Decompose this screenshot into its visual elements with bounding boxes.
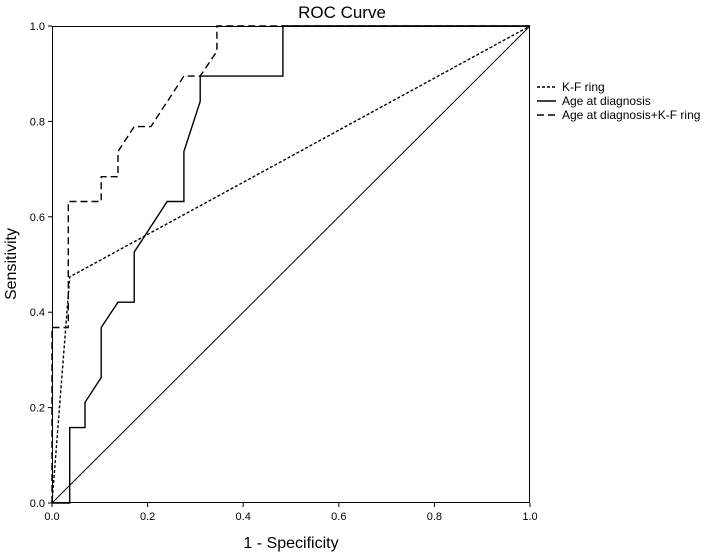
- x-axis-title: 1 - Specificity: [243, 535, 338, 552]
- series-line-3: [51, 25, 530, 503]
- y-tick-label: 0.6: [30, 212, 45, 224]
- series-line-1: [51, 25, 531, 504]
- legend-label: K-F ring: [562, 80, 605, 94]
- y-tick-label: 0.8: [30, 116, 45, 128]
- y-tick-label: 0.0: [30, 498, 45, 510]
- legend-label: Age at diagnosis: [562, 94, 651, 108]
- x-tick-label: 1.0: [522, 511, 537, 523]
- x-tick-label: 0.8: [427, 511, 442, 523]
- x-tick-label: 0.0: [44, 511, 59, 523]
- x-tick-label: 0.4: [236, 511, 251, 523]
- axis-ticks: 0.0 0.2 0.4 0.6 0.8 1.0 0.0 0.2 0.4 0.6 0.8 1.0: [30, 21, 538, 523]
- y-tick-label: 0.2: [30, 403, 45, 415]
- series-line-2: [52, 25, 530, 504]
- chart-title: ROC Curve: [298, 3, 386, 22]
- series-layer: [51, 25, 531, 504]
- reference-diagonal-line: [51, 25, 531, 504]
- y-axis-title: Sensitivity: [3, 228, 20, 300]
- x-tick-label: 0.2: [140, 511, 155, 523]
- y-tick-label: 1.0: [30, 21, 45, 33]
- y-tick-label: 0.4: [30, 307, 45, 319]
- legend-label: Age at diagnosis+K-F ring: [562, 108, 700, 122]
- x-tick-label: 0.6: [331, 511, 346, 523]
